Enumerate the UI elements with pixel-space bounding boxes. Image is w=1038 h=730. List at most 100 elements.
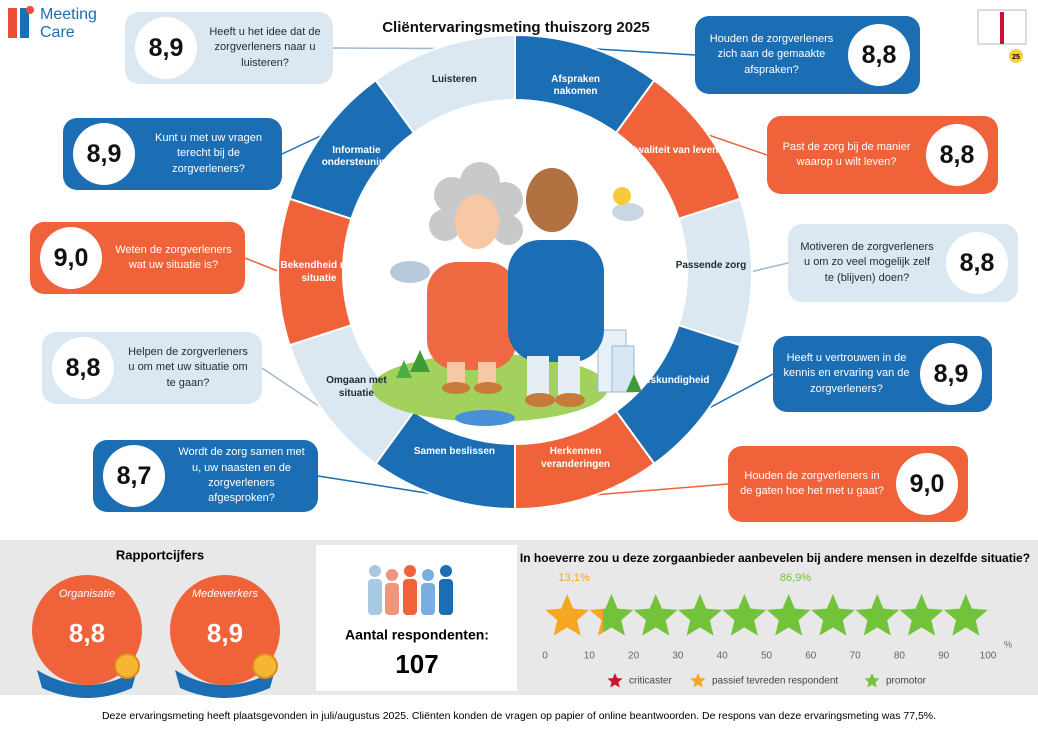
grade-score: 8,8 — [69, 618, 105, 648]
respondents-label: Aantal respondenten: — [345, 627, 489, 643]
connector — [704, 133, 768, 156]
legend-label: passief tevreden respondent — [712, 676, 838, 687]
segment-label: Informatie ondersteuning — [321, 144, 392, 169]
grade-circle — [32, 575, 142, 685]
grade-score: 8,9 — [207, 618, 243, 648]
connector — [317, 475, 443, 497]
title: Cliëntervaringsmeting thuiszorg 2025 — [382, 19, 650, 36]
star — [589, 608, 604, 636]
x-tick-label: 30 — [672, 651, 684, 662]
score: 9,0 — [896, 453, 958, 515]
question: Houden de zorgverleners in de gaten hoe … — [740, 469, 884, 497]
value-label: 13,1% — [558, 572, 589, 584]
star — [603, 594, 634, 636]
ribbon — [175, 670, 275, 698]
medal — [114, 653, 140, 679]
question-card: 8,9 Kunt u met uw vragen terecht bij de z… — [63, 118, 282, 190]
illustration — [372, 162, 644, 426]
x-tick-label: 20 — [628, 651, 640, 662]
x-tick-label: 10 — [584, 651, 596, 662]
star — [899, 594, 944, 636]
connector — [749, 262, 789, 273]
score: 9,0 — [40, 227, 102, 289]
question-card: 8,9 Heeft u vertrouwen in de kennis en er… — [773, 336, 992, 412]
x-tick-label: 70 — [850, 651, 862, 662]
question: Past de zorg bij de manier waarop u wilt… — [782, 140, 911, 168]
star — [943, 594, 988, 636]
star — [855, 594, 900, 636]
legend-star — [864, 673, 880, 688]
logo-text: Meeting — [40, 6, 97, 23]
question-card: 8,8 Motiveren de zorgverleners u om zo ve… — [788, 224, 1018, 302]
star-segment — [545, 594, 604, 636]
question: Heeft u het idee dat de zorgverleners na… — [209, 25, 321, 69]
question: Wordt de zorg samen met u, uw naasten en… — [178, 446, 305, 505]
question-card: 9,0 Houden de zorgverleners in de gaten h… — [728, 446, 968, 522]
star — [678, 594, 722, 636]
score: 8,7 — [103, 445, 165, 507]
legend-label: criticaster — [629, 676, 672, 687]
x-axis-label: % — [1004, 639, 1012, 649]
badge — [1009, 49, 1023, 63]
question: Kunt u met uw vragen terecht bij de zorg… — [154, 131, 262, 175]
question-card: 8,8 Houden de zorgverleners zich aan de g… — [695, 16, 920, 94]
score: 8,8 — [52, 337, 114, 399]
x-tick-label: 90 — [938, 651, 950, 662]
star — [633, 594, 678, 636]
segment-label: Samen beslissen — [413, 446, 495, 458]
segment-label: Omgaan met situatie — [326, 375, 387, 399]
segment-label: Luisteren — [431, 73, 477, 85]
segment-label: Deskundigheid — [637, 375, 710, 387]
medal — [252, 653, 278, 679]
legend-star — [607, 673, 623, 688]
fact-logo — [977, 9, 1027, 45]
score: 8,8 — [848, 24, 910, 86]
legend-label: promotor — [886, 676, 927, 687]
question: Motiveren de zorgverleners u om zo veel … — [800, 240, 934, 284]
logo-text: Care — [40, 24, 75, 41]
footer: Deze ervaringsmeting heeft plaatsgevonde… — [102, 710, 936, 722]
value-label: 86,9% — [780, 572, 811, 584]
x-tick-label: 40 — [717, 651, 729, 662]
segment-label: Kwaliteit van leven — [628, 144, 719, 156]
question-card: 8,7 Wordt de zorg samen met u, uw naasten… — [93, 440, 318, 512]
star — [722, 594, 767, 636]
question: Houden de zorgverleners zich aan de gema… — [709, 32, 834, 76]
question: Helpen de zorgverleners u om met uw situ… — [128, 345, 248, 389]
star — [766, 594, 811, 636]
star-segment — [603, 594, 988, 636]
segment-label: Passende zorg — [675, 260, 747, 271]
respondents-box — [316, 545, 517, 691]
question-card: 9,0 Weten de zorgverleners wat uw situati… — [30, 222, 245, 294]
connector — [587, 483, 729, 497]
segment-label: Herkennen veranderingen — [541, 446, 611, 470]
star — [811, 594, 855, 636]
segment-label: Bekendheid met situatie — [280, 260, 358, 284]
x-tick-label: 60 — [805, 651, 817, 662]
connector — [332, 47, 443, 50]
logo-icon — [8, 6, 34, 38]
connector — [704, 373, 774, 411]
grade-label: Medewerkers — [192, 588, 259, 600]
segment-label: Afspraken nakomen — [551, 73, 601, 98]
score: 8,9 — [73, 123, 135, 185]
grade-label: Organisatie — [59, 588, 115, 600]
question-card: 8,8 Past de zorg bij de manier waarop u w… — [767, 116, 998, 194]
ring-segment — [374, 33, 516, 135]
question: Heeft u vertrouwen in de kennis en ervar… — [783, 351, 910, 395]
score: 8,9 — [135, 17, 197, 79]
grade-circle — [170, 575, 280, 685]
badge-text: 25 — [1012, 54, 1020, 61]
question-card: 8,9 Heeft u het idee dat de zorgverleners… — [125, 12, 333, 84]
score: 8,8 — [926, 124, 988, 186]
people-icon — [368, 565, 453, 615]
question-card: 8,8 Helpen de zorgverleners u om met uw s… — [42, 332, 262, 404]
x-tick-label: 0 — [542, 651, 548, 662]
grades-title: Rapportcijfers — [116, 547, 204, 562]
ribbon — [37, 670, 137, 698]
question: Weten de zorgverleners wat uw situatie i… — [115, 243, 232, 271]
x-tick-label: 80 — [894, 651, 906, 662]
score: 8,9 — [920, 343, 982, 405]
